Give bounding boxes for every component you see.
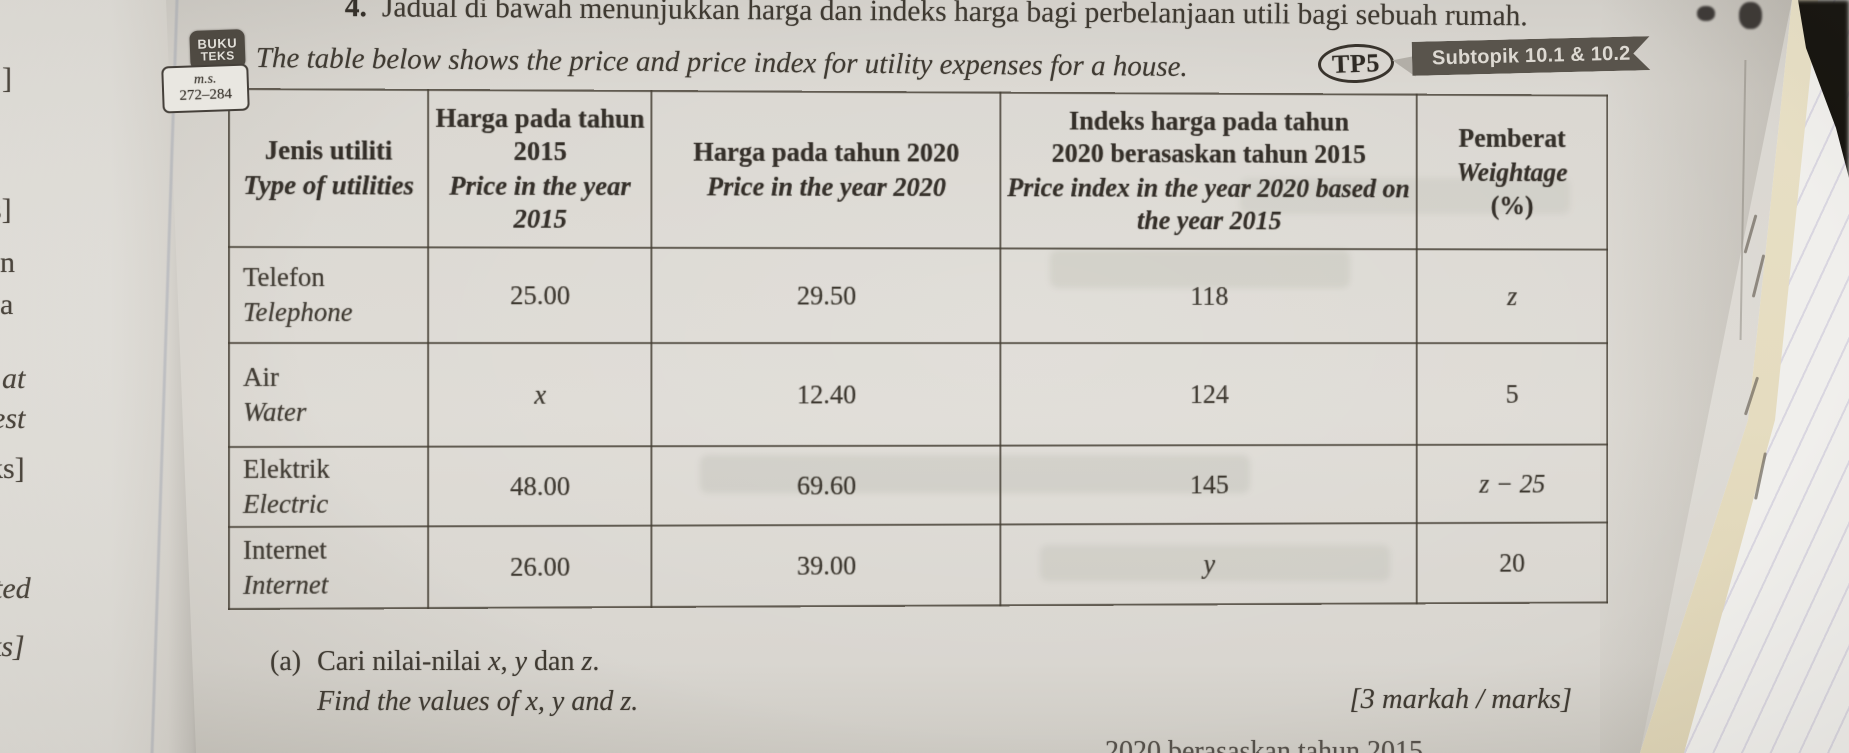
utility-name-cell: Telefon Telephone	[228, 247, 428, 344]
table-header-cell: Pemberat Weightage (%)	[1416, 94, 1608, 250]
table-row: Elektrik Electric 48.00 69.60 145 z − 25	[228, 444, 1608, 527]
part-a-malay-segment: x	[488, 646, 501, 677]
print-bleed-smudge	[1040, 545, 1390, 581]
table-row: Internet Internet 26.00 39.00 y 20	[228, 522, 1608, 609]
price-index-cell: 118	[1000, 248, 1417, 344]
next-question-fragment: 2020 berasaskan tahun 2015	[1105, 736, 1424, 753]
header-english: Weightage	[1456, 156, 1568, 187]
utilities-price-index-table: Jenis utiliti Type of utilities Harga pada…	[228, 88, 1608, 610]
question-number: 4.	[344, 0, 368, 24]
price-2020-cell: 39.00	[651, 524, 1001, 607]
part-a-malay-segment: z	[581, 646, 593, 677]
ink-smudge	[1739, 2, 1762, 29]
margin-text-fragment: n	[0, 246, 15, 279]
price-2015-cell: 26.00	[427, 525, 652, 609]
adjacent-page	[0, 0, 196, 753]
header-english: Price in the year 2015	[449, 170, 631, 234]
marks-label: [3 markah / marks]	[1349, 684, 1572, 715]
part-a-english: Find the values of x, y and z.	[317, 686, 639, 717]
part-a-malay-segment: ,	[500, 646, 515, 677]
margin-text-fragment: ted	[0, 572, 31, 605]
weightage-cell: 20	[1416, 522, 1608, 604]
price-index-cell: 145	[1000, 444, 1417, 525]
margin-text-fragment: ks]	[0, 630, 25, 663]
header-malay: Pemberat	[1458, 122, 1566, 153]
table-row: Air Water x 12.40 124 5	[228, 343, 1608, 447]
header-malay: Indeks harga pada tahun 2020 berasaskan …	[1051, 105, 1367, 169]
question-line-malay: 4. Jadual di bawah menunjukkan harga dan …	[345, 0, 1528, 33]
part-a-malay-segment: y	[514, 646, 528, 677]
ms-page-ref-badge: m.s. 272–284	[161, 63, 250, 114]
header-english: Price in the year 2020	[706, 171, 946, 202]
price-index-cell: y	[1000, 523, 1417, 606]
utility-english: Water	[242, 396, 307, 427]
part-a-question: (a) Cari nilai-nilai x, y dan z. Find th…	[270, 646, 638, 718]
price-index-cell: 124	[1000, 343, 1417, 446]
margin-text-fragment: at	[2, 362, 26, 395]
part-a-text: Cari nilai-nilai x, y dan z. Find the va…	[317, 646, 638, 718]
header-malay: Jenis utiliti	[264, 135, 393, 166]
ink-smudge	[1697, 6, 1715, 21]
margin-text-fragment: est	[0, 402, 26, 435]
weightage-cell: 5	[1416, 343, 1608, 445]
utility-name-cell: Air Water	[228, 343, 428, 447]
utility-english: Internet	[242, 569, 329, 600]
weightage-cell: z	[1416, 249, 1608, 344]
margin-text-fragment: ]	[2, 62, 12, 95]
print-bleed-smudge	[1050, 250, 1350, 288]
price-2015-cell: 25.00	[427, 247, 652, 344]
header-unit: (%)	[1490, 191, 1534, 221]
part-a-label: (a)	[270, 646, 302, 677]
ms-page-range: 272–284	[179, 86, 233, 104]
price-2020-cell: 12.40	[651, 343, 1001, 447]
utility-name-cell: Internet Internet	[228, 526, 428, 609]
buku-teks-badge-line2: TEKS	[200, 48, 235, 64]
table-header-cell: Indeks harga pada tahun 2020 berasaskan …	[1000, 92, 1417, 250]
print-bleed-smudge	[1240, 178, 1570, 214]
price-2015-cell: x	[427, 343, 652, 447]
utility-malay: Air	[242, 361, 279, 392]
part-a-malay-segment: .	[592, 646, 600, 677]
header-english: Type of utilities	[243, 170, 414, 201]
header-malay: Harga pada tahun 2020	[693, 136, 960, 168]
margin-text-fragment: ks]	[0, 452, 25, 485]
utility-english: Electric	[242, 488, 329, 519]
utility-malay: Elektrik	[242, 453, 330, 484]
margin-text-fragment: s]	[0, 193, 12, 226]
table-header-cell: Jenis utiliti Type of utilities	[228, 89, 428, 248]
price-2020-cell: 29.50	[651, 247, 1001, 344]
margin-text-fragment: a	[0, 288, 14, 321]
table-row: Telefon Telephone 25.00 29.50 118 z	[228, 247, 1608, 344]
header-malay: Harga pada tahun 2015	[435, 103, 645, 167]
table-header-cell: Harga pada tahun 2020 Price in the year 2…	[651, 91, 1001, 249]
table-header-cell: Harga pada tahun 2015 Price in the year 2…	[427, 89, 652, 248]
weightage-cell: z − 25	[1416, 444, 1608, 524]
tp5-badge: TP5	[1317, 42, 1395, 85]
header-english: Price index in the year 2020 based on th…	[1007, 172, 1410, 236]
price-2015-cell: 48.00	[427, 446, 652, 527]
utility-english: Telephone	[242, 297, 353, 328]
utility-malay: Internet	[242, 534, 327, 565]
table-header-row: Jenis utiliti Type of utilities Harga pada…	[228, 89, 1608, 250]
question-text-malay: Jadual di bawah menunjukkan harga dan in…	[381, 0, 1528, 33]
subtopic-ribbon: Subtopik 10.1 & 10.2	[1412, 36, 1651, 76]
utility-name-cell: Elektrik Electric	[228, 446, 428, 527]
utility-malay: Telefon	[242, 261, 325, 293]
print-bleed-smudge	[700, 455, 1250, 493]
part-a-malay: Cari nilai-nilai x, y dan z.	[317, 646, 638, 678]
price-2020-cell: 69.60	[651, 445, 1001, 526]
part-a-malay-segment: Cari nilai-nilai	[317, 646, 489, 677]
question-text-english: The table below shows the price and pric…	[255, 42, 1188, 83]
part-a-malay-segment: dan	[527, 646, 582, 677]
